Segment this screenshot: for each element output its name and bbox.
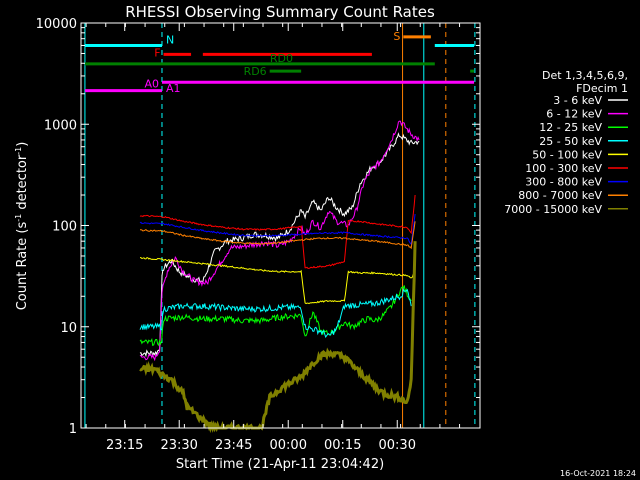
y-tick-label: 100 bbox=[52, 220, 77, 235]
bar-label-N: N bbox=[166, 33, 174, 46]
footer-date: 16-Oct-2021 18:24 bbox=[560, 469, 636, 478]
y-axis-label: Count Rate (s-1 detector-1) bbox=[14, 142, 30, 311]
x-tick-label: 23:45 bbox=[215, 438, 252, 453]
legend-label: 3 - 6 keV bbox=[553, 94, 602, 107]
legend-label: 7000 - 15000 keV bbox=[504, 203, 602, 216]
x-tick-label: 23:15 bbox=[106, 438, 143, 453]
legend-label: 100 - 300 keV bbox=[525, 162, 602, 175]
y-tick-label: 1000 bbox=[44, 118, 77, 133]
series-line-4 bbox=[140, 257, 416, 305]
series-line-7 bbox=[140, 221, 416, 250]
y-tick-label: 10000 bbox=[36, 17, 77, 32]
bar-label-A1: A1 bbox=[166, 82, 181, 95]
bar-label-RD6: RD6 bbox=[244, 65, 267, 78]
bar-label-S: S bbox=[393, 30, 400, 43]
x-axis: 23:15 23:30 23:45 00:00 00:15 00:30 bbox=[85, 23, 461, 453]
bar-label-A0: A0 bbox=[144, 78, 159, 91]
x-tick-label: 00:15 bbox=[324, 438, 361, 453]
series-line-0 bbox=[139, 132, 420, 358]
series-line-8 bbox=[139, 241, 417, 434]
x-tick-label: 00:00 bbox=[270, 438, 307, 453]
legend-label: 800 - 7000 keV bbox=[518, 189, 602, 202]
series-line-5 bbox=[139, 194, 416, 269]
x-tick-label: 23:30 bbox=[160, 438, 197, 453]
legend-label: 12 - 25 keV bbox=[539, 121, 602, 134]
legend-label: 25 - 50 keV bbox=[539, 135, 602, 148]
x-axis-label: Start Time (21-Apr-11 23:04:42) bbox=[176, 457, 384, 472]
series-line-6 bbox=[139, 213, 416, 246]
y-axis: 1 10 100 1000 10000 bbox=[36, 17, 480, 437]
legend-label: 50 - 100 keV bbox=[532, 148, 602, 161]
x-tick-label: 00:30 bbox=[379, 438, 416, 453]
legend-header: Det 1,3,4,5,6,9, bbox=[542, 69, 628, 82]
bar-label-RD0: RD0 bbox=[270, 52, 293, 65]
legend-label: 300 - 800 keV bbox=[525, 176, 602, 189]
chart-title: RHESSI Observing Summary Count Rates bbox=[125, 3, 435, 21]
legend-label: 6 - 12 keV bbox=[546, 108, 602, 121]
series-lines bbox=[139, 120, 420, 434]
legend-header: FDecim 1 bbox=[576, 82, 628, 95]
series-line-3 bbox=[139, 287, 412, 339]
series-line-2 bbox=[139, 285, 412, 347]
y-tick-label: 10 bbox=[60, 321, 77, 336]
y-tick-label: 1 bbox=[69, 422, 77, 437]
bar-label-F: F bbox=[154, 46, 160, 59]
